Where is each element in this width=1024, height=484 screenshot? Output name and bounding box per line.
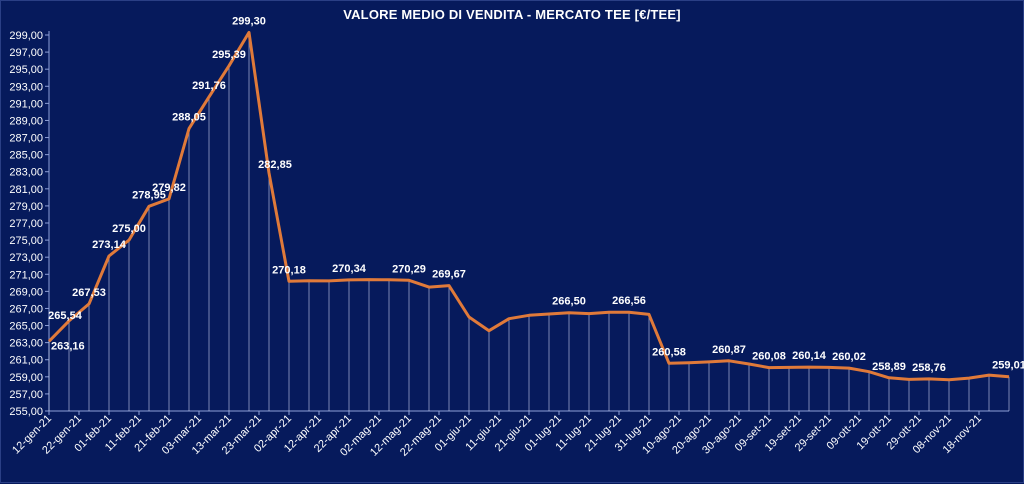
data-label: 260,08 [752,351,786,363]
data-label: 266,56 [612,295,646,307]
data-label: 267,53 [72,287,106,299]
y-tick-label: 295,00 [9,64,43,76]
data-label: 273,14 [92,239,127,251]
data-label: 258,89 [872,361,906,373]
data-label: 260,14 [792,350,827,362]
y-tick-label: 261,00 [9,355,43,367]
data-label: 270,34 [332,263,367,275]
y-tick-label: 293,00 [9,81,43,93]
y-tick-label: 291,00 [9,98,43,110]
y-tick-label: 289,00 [9,115,43,127]
y-tick-label: 257,00 [9,389,43,401]
y-tick-label: 259,00 [9,372,43,384]
data-label: 270,29 [392,263,426,275]
y-tick-label: 287,00 [9,133,43,145]
data-label: 279,82 [152,182,186,194]
y-tick-label: 297,00 [9,47,43,59]
data-label: 260,87 [712,344,746,356]
y-tick-label: 255,00 [9,406,43,418]
data-label: 291,76 [192,80,226,92]
data-label: 265,54 [48,310,83,322]
data-label: 282,85 [258,159,292,171]
data-label: 295,39 [212,49,246,61]
data-label: 269,67 [432,269,466,281]
y-tick-label: 277,00 [9,218,43,230]
data-label: 266,50 [552,296,586,308]
data-label: 258,76 [912,362,946,374]
y-tick-label: 265,00 [9,321,43,333]
y-tick-label: 285,00 [9,150,43,162]
data-label: 278,95 [132,189,166,201]
y-tick-label: 263,00 [9,338,43,350]
data-label: 259,01 [992,360,1024,372]
data-label: 288,05 [172,112,206,124]
chart-title: VALORE MEDIO DI VENDITA - MERCATO TEE [€… [343,7,681,22]
y-tick-label: 267,00 [9,303,43,315]
y-tick-label: 299,00 [9,30,43,42]
data-label: 270,18 [272,264,306,276]
y-tick-label: 279,00 [9,201,43,213]
y-tick-label: 271,00 [9,269,43,281]
data-label: 299,30 [232,15,266,27]
y-tick-label: 283,00 [9,167,43,179]
data-label: 275,00 [112,223,146,235]
data-label: 263,16 [51,340,85,352]
data-label: 260,02 [832,351,866,363]
data-label: 260,58 [652,346,686,358]
y-tick-label: 269,00 [9,286,43,298]
y-tick-label: 281,00 [9,184,43,196]
y-tick-label: 275,00 [9,235,43,247]
y-tick-label: 273,00 [9,252,43,264]
series-line [47,30,1010,382]
